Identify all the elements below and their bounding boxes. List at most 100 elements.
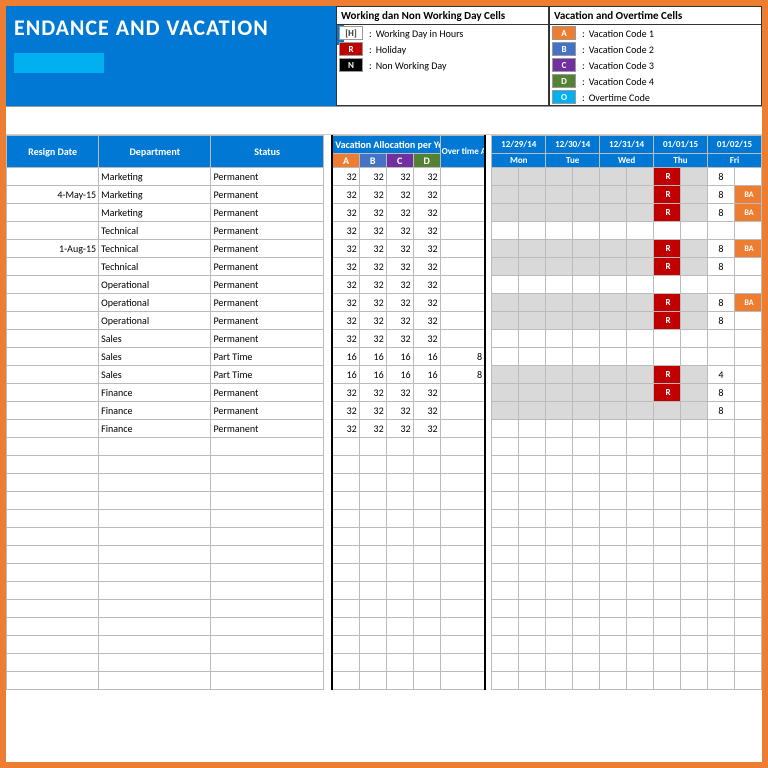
cell[interactable]	[485, 582, 492, 600]
cell[interactable]: 32	[359, 204, 386, 222]
cell[interactable]	[99, 582, 211, 600]
cell[interactable]	[573, 456, 600, 474]
day-cell[interactable]	[627, 276, 654, 294]
cell[interactable]	[7, 402, 99, 420]
cell[interactable]	[323, 384, 332, 402]
cell[interactable]	[573, 582, 600, 600]
cell[interactable]: Permanent	[211, 168, 323, 186]
cell[interactable]	[332, 546, 359, 564]
cell[interactable]	[7, 420, 99, 438]
cell[interactable]	[627, 528, 654, 546]
cell[interactable]	[386, 474, 413, 492]
day-cell[interactable]	[492, 330, 519, 348]
cell[interactable]	[7, 294, 99, 312]
day-cell[interactable]: 8	[707, 168, 734, 186]
cell[interactable]	[600, 528, 627, 546]
cell[interactable]	[440, 204, 485, 222]
cell[interactable]	[680, 582, 707, 600]
day-cell[interactable]	[492, 168, 519, 186]
day-cell[interactable]	[492, 222, 519, 240]
cell[interactable]: Technical	[99, 240, 211, 258]
cell[interactable]	[573, 528, 600, 546]
cell[interactable]	[413, 600, 440, 618]
cell[interactable]: Part Time	[211, 366, 323, 384]
cell[interactable]	[485, 456, 492, 474]
cell[interactable]	[440, 438, 485, 456]
cell[interactable]	[680, 636, 707, 654]
cell[interactable]: 32	[332, 222, 359, 240]
cell[interactable]: Permanent	[211, 330, 323, 348]
day-cell[interactable]: R	[654, 258, 681, 276]
day-cell[interactable]	[680, 366, 707, 384]
day-cell[interactable]	[680, 420, 707, 438]
cell[interactable]	[332, 510, 359, 528]
cell[interactable]	[440, 186, 485, 204]
day-cell[interactable]	[492, 186, 519, 204]
day-cell[interactable]	[627, 420, 654, 438]
table-row[interactable]: OperationalPermanent32323232R8BA	[7, 294, 762, 312]
cell[interactable]	[7, 582, 99, 600]
cell[interactable]: 32	[386, 330, 413, 348]
day-cell[interactable]	[627, 366, 654, 384]
cell[interactable]	[440, 546, 485, 564]
cell[interactable]	[7, 348, 99, 366]
day-cell[interactable]	[707, 222, 734, 240]
day-cell[interactable]	[734, 258, 761, 276]
cell[interactable]	[492, 636, 519, 654]
cell[interactable]	[734, 600, 761, 618]
cell[interactable]	[440, 240, 485, 258]
cell[interactable]	[492, 654, 519, 672]
cell[interactable]	[359, 564, 386, 582]
cell[interactable]	[546, 492, 573, 510]
table-row-empty[interactable]	[7, 636, 762, 654]
cell[interactable]	[485, 564, 492, 582]
table-row-empty[interactable]	[7, 564, 762, 582]
cell[interactable]	[386, 546, 413, 564]
cell[interactable]	[734, 438, 761, 456]
table-row-empty[interactable]	[7, 654, 762, 672]
cell[interactable]: 32	[413, 240, 440, 258]
cell[interactable]	[323, 546, 332, 564]
cell[interactable]	[680, 438, 707, 456]
table-row-empty[interactable]	[7, 582, 762, 600]
cell[interactable]	[546, 582, 573, 600]
cell[interactable]: 16	[359, 348, 386, 366]
cell[interactable]	[485, 258, 492, 276]
day-cell[interactable]	[573, 204, 600, 222]
day-cell[interactable]	[627, 258, 654, 276]
day-cell[interactable]	[546, 258, 573, 276]
cell[interactable]: 32	[332, 312, 359, 330]
cell[interactable]: Operational	[99, 276, 211, 294]
day-cell[interactable]	[519, 204, 546, 222]
cell[interactable]	[492, 600, 519, 618]
cell[interactable]	[654, 528, 681, 546]
day-cell[interactable]: 8	[707, 186, 734, 204]
day-cell[interactable]	[546, 420, 573, 438]
cell[interactable]	[734, 528, 761, 546]
day-cell[interactable]	[627, 222, 654, 240]
cell[interactable]	[211, 582, 323, 600]
cell[interactable]	[359, 618, 386, 636]
cell[interactable]: 32	[332, 330, 359, 348]
day-cell[interactable]	[546, 204, 573, 222]
cell[interactable]	[7, 330, 99, 348]
cell[interactable]	[440, 312, 485, 330]
cell[interactable]	[323, 654, 332, 672]
day-cell[interactable]	[492, 258, 519, 276]
cell[interactable]: 32	[386, 420, 413, 438]
cell[interactable]	[413, 636, 440, 654]
cell[interactable]: Operational	[99, 312, 211, 330]
cell[interactable]: 32	[332, 258, 359, 276]
cell[interactable]: 32	[413, 204, 440, 222]
day-cell[interactable]	[680, 330, 707, 348]
day-cell[interactable]	[573, 420, 600, 438]
cell[interactable]	[680, 600, 707, 618]
cell[interactable]	[654, 474, 681, 492]
day-cell[interactable]	[573, 168, 600, 186]
cell[interactable]	[707, 618, 734, 636]
table-row[interactable]: SalesPart Time161616168R4	[7, 366, 762, 384]
day-cell[interactable]	[492, 366, 519, 384]
day-cell[interactable]	[492, 402, 519, 420]
day-cell[interactable]: 8	[707, 294, 734, 312]
cell[interactable]	[627, 582, 654, 600]
